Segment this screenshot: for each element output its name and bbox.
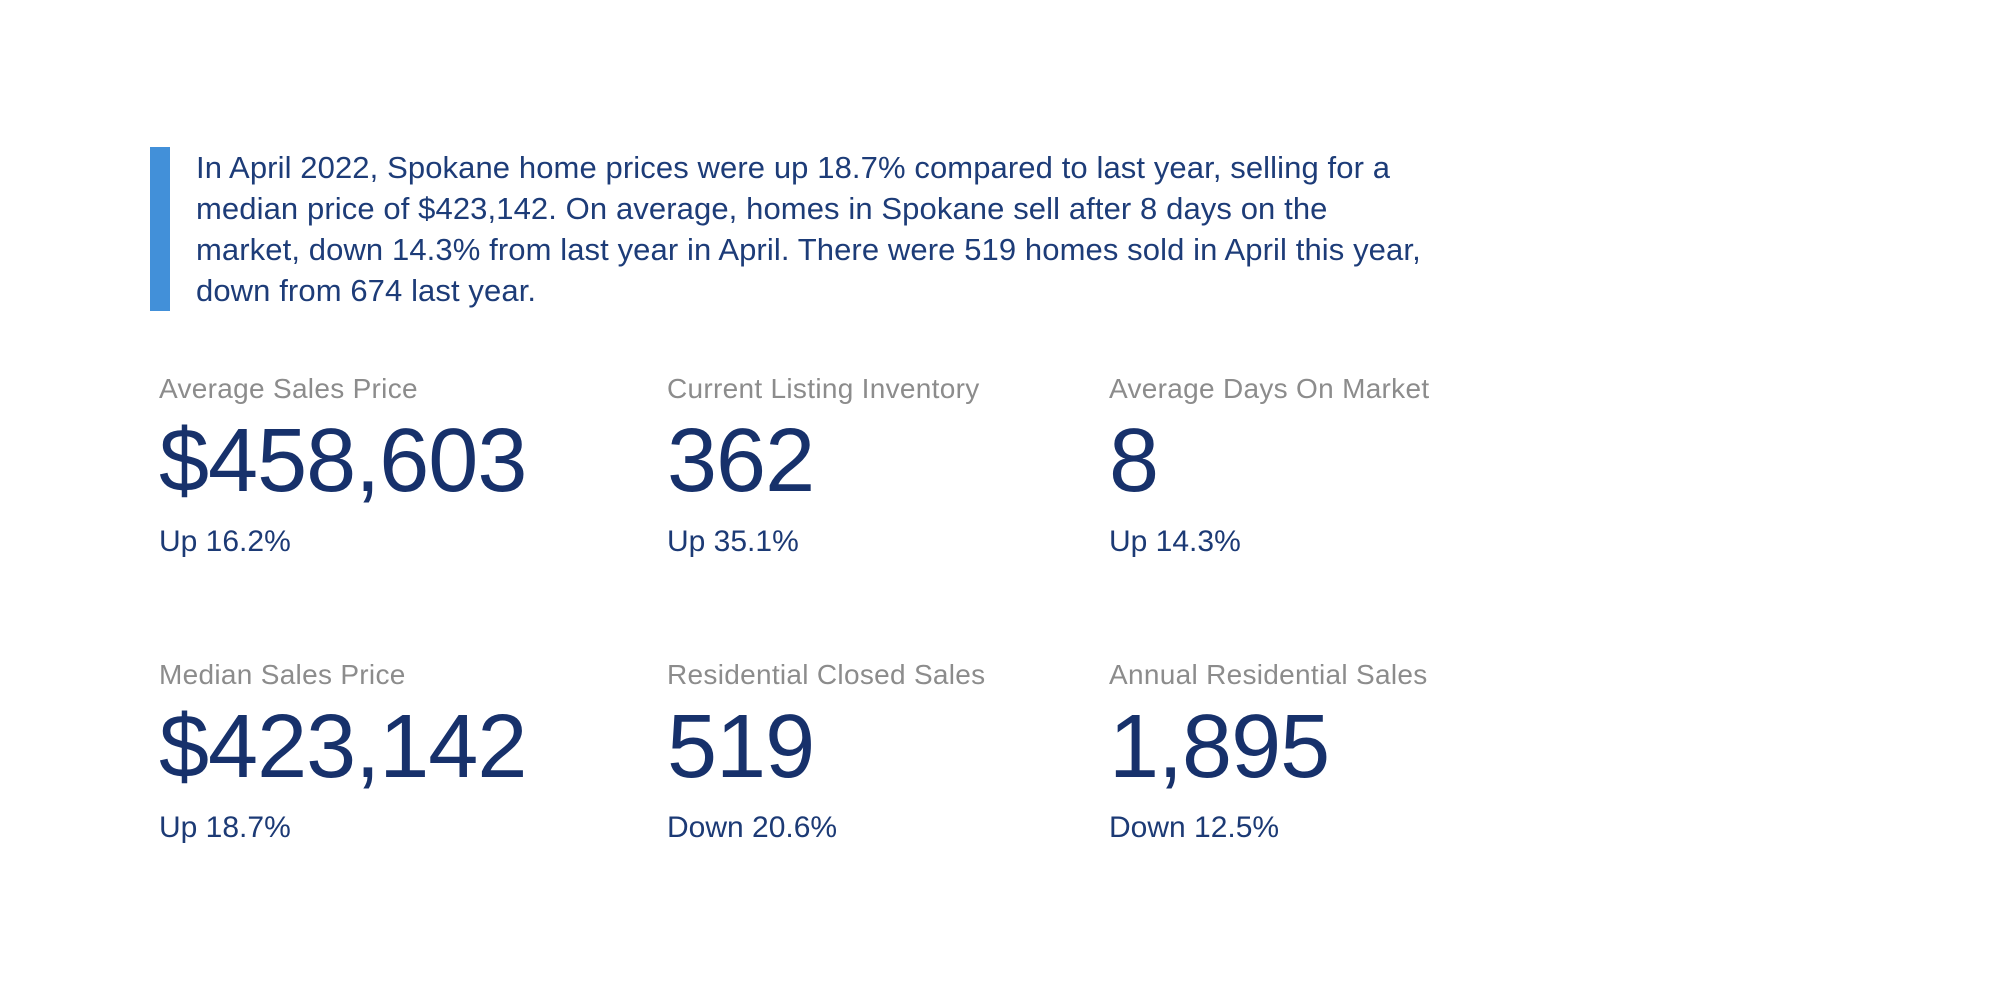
stat-change: Up 14.3% xyxy=(1109,525,1241,559)
stat-value: $458,603 xyxy=(159,411,527,511)
stat-value: $423,142 xyxy=(159,697,527,798)
stat-label: Residential Closed Sales xyxy=(667,659,986,691)
stat-label: Current Listing Inventory xyxy=(667,373,980,404)
stat-value: 362 xyxy=(667,411,815,511)
stat-card-annual-residential-sales: Annual Residential Sales 1,895 Down 12.5… xyxy=(1109,658,1629,846)
stat-card-average-sales-price: Average Sales Price $458,603 Up 16.2% xyxy=(159,372,667,560)
stat-label: Average Sales Price xyxy=(159,373,418,404)
stat-label: Average Days On Market xyxy=(1109,373,1430,404)
stat-change: Up 16.2% xyxy=(159,525,291,559)
stat-card-residential-closed-sales: Residential Closed Sales 519 Down 20.6% xyxy=(667,658,1109,846)
stat-value: 1,895 xyxy=(1109,697,1330,798)
stat-change: Up 35.1% xyxy=(667,525,799,559)
market-summary-text: In April 2022, Spokane home prices were … xyxy=(196,150,1421,308)
stat-value: 519 xyxy=(667,697,815,798)
stats-grid: Average Sales Price $458,603 Up 16.2% Cu… xyxy=(159,372,1629,846)
stat-change: Up 18.7% xyxy=(159,811,291,845)
stat-change: Down 20.6% xyxy=(667,811,838,845)
stat-label: Median Sales Price xyxy=(159,659,406,691)
stat-card-current-listing-inventory: Current Listing Inventory 362 Up 35.1% xyxy=(667,372,1109,560)
stat-card-median-sales-price: Median Sales Price $423,142 Up 18.7% xyxy=(159,658,667,846)
stat-value: 8 xyxy=(1109,411,1159,511)
stat-label: Annual Residential Sales xyxy=(1109,659,1428,691)
stat-card-average-days-on-market: Average Days On Market 8 Up 14.3% xyxy=(1109,372,1629,560)
market-summary-quote: In April 2022, Spokane home prices were … xyxy=(150,147,1436,311)
stat-change: Down 12.5% xyxy=(1109,811,1280,845)
